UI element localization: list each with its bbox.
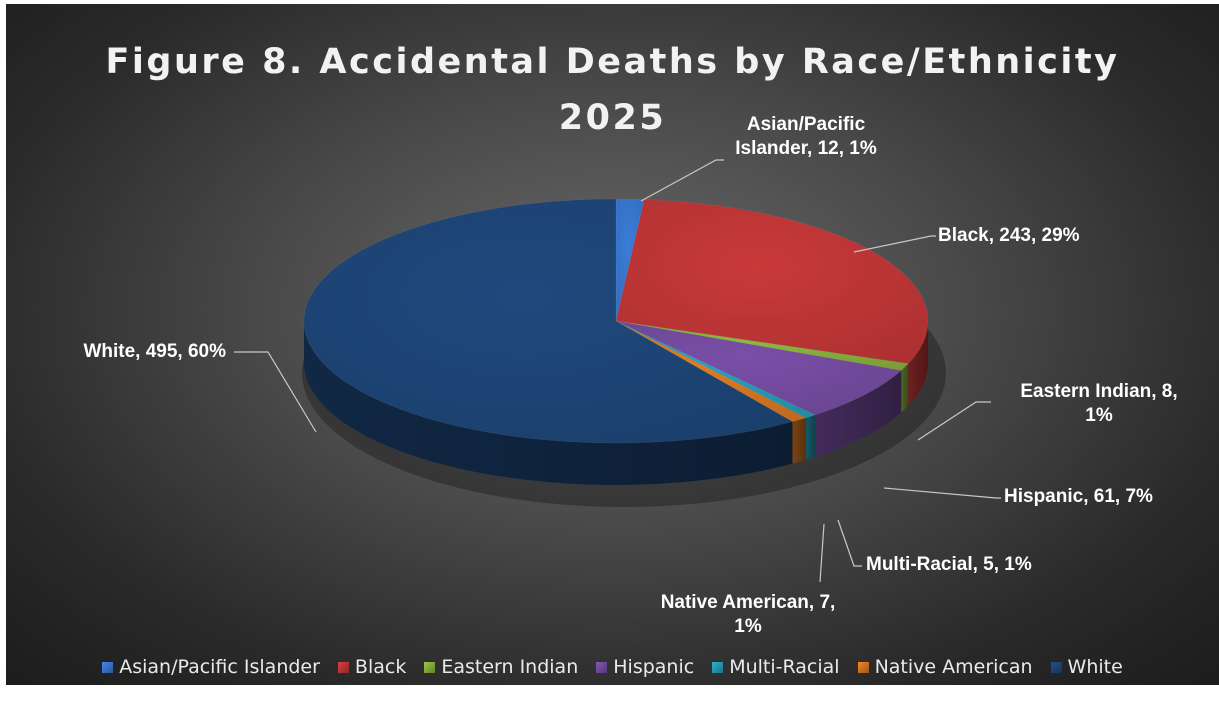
data-label-eastern-indian: Eastern Indian, 8, 1% (1020, 381, 1177, 426)
pie-side-eastern-indian (901, 363, 909, 413)
chart-title: Figure 8. Accidental Deaths by Race/Ethn… (6, 34, 1219, 146)
leader-line-hispanic (883, 487, 1001, 499)
legend-label: Black (354, 656, 407, 678)
legend-label: Eastern Indian (441, 656, 579, 678)
data-label-hispanic: Hispanic, 61, 7% (1004, 486, 1153, 507)
pie-slice-black (615, 199, 929, 364)
legend-item-native-american: Native American (857, 656, 1033, 678)
data-label-line: Hispanic, 61, 7% (1004, 486, 1153, 507)
chart-frame: Figure 8. Accidental Deaths by Race/Ethn… (6, 4, 1219, 685)
data-label-line: Asian/Pacific (747, 114, 866, 135)
pie-side-multi-racial (805, 414, 816, 460)
pie-slice-native-american (615, 320, 807, 422)
pie-side-native-american (792, 417, 806, 464)
legend-label: White (1067, 656, 1123, 678)
legend-swatch (857, 661, 869, 673)
legend-label: Asian/Pacific Islander (119, 656, 320, 678)
leader-line-white (234, 351, 317, 433)
data-label-line: Native American, 7, (661, 592, 836, 613)
pie-slices (303, 198, 929, 444)
data-label-black: Black, 243, 29% (938, 225, 1080, 246)
leader-line-multi-racial (837, 519, 862, 567)
pie-side-black (908, 321, 928, 406)
data-label-line: 1% (734, 616, 762, 637)
pie-chart: Asian/Pacific Islander, 12, 1% Black, 243,… (83, 114, 1177, 637)
pie-slice-eastern-indian (615, 320, 909, 371)
legend: Asian/Pacific Islander Black Eastern India… (6, 654, 1219, 680)
data-label-line: White, 495, 60% (83, 341, 226, 362)
pie-slice-hispanic (615, 320, 902, 416)
chart-title-line-2: 2025 (558, 98, 667, 138)
pie-side-hispanic (815, 370, 902, 457)
data-label-line: Black, 243, 29% (938, 225, 1080, 246)
legend-label: Multi-Racial (729, 656, 840, 678)
legend-item-multi-racial: Multi-Racial (712, 656, 840, 678)
legend-swatch (102, 661, 114, 673)
data-label-line: Islander, 12, 1% (735, 138, 877, 159)
data-label-multi-racial: Multi-Racial, 5, 1% (866, 554, 1032, 575)
data-label-line: Multi-Racial, 5, 1% (866, 554, 1032, 575)
legend-swatch (424, 661, 436, 673)
pie-slice-multi-racial (615, 320, 816, 419)
legend-swatch (712, 661, 724, 673)
leader-line-asian-pacific-islander (640, 159, 724, 202)
leader-line-native-american (819, 523, 825, 583)
data-label-line: 1% (1085, 405, 1113, 426)
legend-item-eastern-indian: Eastern Indian (424, 656, 578, 678)
legend-item-white: White (1050, 656, 1123, 678)
pie-side-white (304, 321, 793, 485)
pie-slice-white (303, 198, 794, 444)
legend-swatch (596, 661, 608, 673)
data-label-asian-pacific-islander: Asian/Pacific Islander, 12, 1% (735, 114, 877, 159)
data-label-line: Eastern Indian, 8, (1020, 381, 1177, 402)
leader-line-eastern-indian (917, 401, 991, 441)
legend-label: Hispanic (613, 656, 695, 678)
legend-item-hispanic: Hispanic (596, 656, 694, 678)
legend-swatch (337, 661, 349, 673)
legend-swatch (1050, 661, 1062, 673)
data-label-white: White, 495, 60% (83, 341, 226, 362)
chart-title-line-1: Figure 8. Accidental Deaths by Race/Ethn… (105, 42, 1120, 82)
pie-sides (304, 321, 928, 485)
legend-item-black: Black (337, 656, 407, 678)
legend-label: Native American (874, 656, 1033, 678)
legend-item-asian-pacific-islander: Asian/Pacific Islander (102, 656, 320, 678)
leader-line-black (853, 235, 936, 253)
data-label-native-american: Native American, 7, 1% (661, 592, 836, 637)
